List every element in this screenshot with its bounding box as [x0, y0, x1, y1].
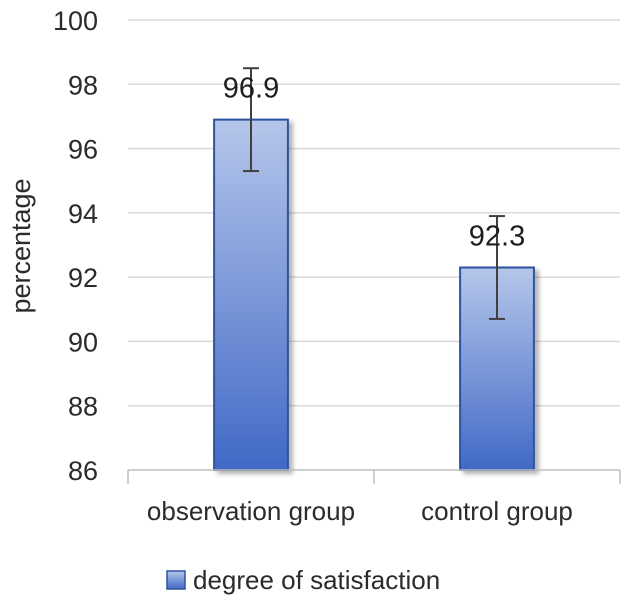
bars	[213, 118, 535, 472]
error-bars	[243, 67, 505, 320]
error-bar	[243, 67, 259, 173]
bar-observation-group[interactable]	[213, 118, 289, 472]
y-tick-label: 94	[68, 199, 98, 229]
data-label: 92.3	[469, 221, 525, 253]
y-tick-label: 86	[68, 456, 98, 486]
y-axis-title: percentage	[6, 178, 36, 313]
y-tick-label: 100	[53, 6, 98, 36]
y-tick-label: 96	[68, 135, 98, 165]
data-label: 96.9	[223, 73, 279, 105]
x-axis: observation group control group	[127, 469, 621, 526]
data-labels: 96.9 92.3	[223, 73, 525, 253]
y-tick-label: 92	[68, 263, 98, 293]
y-tick-label: 98	[68, 70, 98, 100]
x-category-label: control group	[421, 496, 573, 526]
legend-label: degree of satisfaction	[193, 565, 440, 595]
y-tick-label: 88	[68, 392, 98, 422]
y-axis-ticks: 86 88 90 92 94 96 98 100	[53, 6, 98, 486]
x-category-label: observation group	[147, 496, 355, 526]
legend-swatch	[166, 570, 186, 590]
error-bar	[489, 215, 505, 320]
gridlines	[128, 19, 620, 407]
legend[interactable]: degree of satisfaction	[166, 565, 440, 595]
y-tick-label: 90	[68, 327, 98, 357]
